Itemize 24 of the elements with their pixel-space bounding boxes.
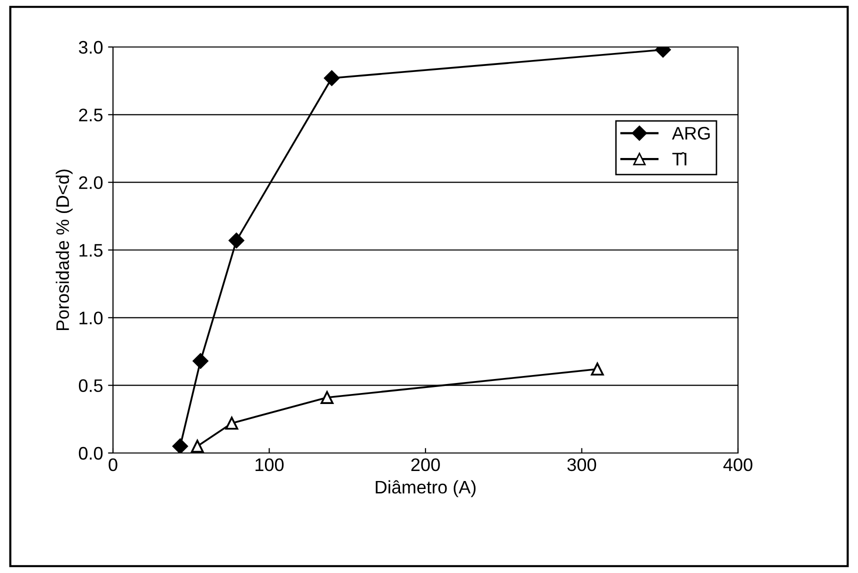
- point: [172, 438, 188, 453]
- point: [228, 232, 244, 248]
- y-tick-label: 3.0: [78, 40, 103, 54]
- y-tick-label: 2.0: [79, 176, 103, 190]
- y-tick-label: 0.5: [78, 379, 103, 392]
- x-tick-label: 400: [723, 458, 752, 472]
- x-tick-label: 300: [567, 458, 596, 472]
- point: [190, 440, 204, 453]
- point: [324, 70, 340, 86]
- y-tick-label: 1.0: [80, 312, 103, 324]
- x-tick-label: 200: [411, 458, 440, 472]
- point: [590, 362, 604, 376]
- legend-label: ARG: [672, 126, 710, 140]
- y-tick-label: 2.5: [79, 108, 103, 122]
- x-tick-label: 0: [108, 458, 118, 472]
- x-axis-title: Diâmetro (A): [376, 480, 476, 498]
- y-tick-label: 0.0: [78, 446, 103, 460]
- y-tick-label: 1.5: [80, 244, 103, 257]
- point: [192, 353, 208, 369]
- point: [225, 416, 238, 430]
- y-axis-title: Porosidade % (D<d): [56, 170, 73, 330]
- legend-label: T̂I: [672, 152, 686, 166]
- point: [320, 391, 334, 404]
- x-tick-label: 100: [256, 458, 284, 472]
